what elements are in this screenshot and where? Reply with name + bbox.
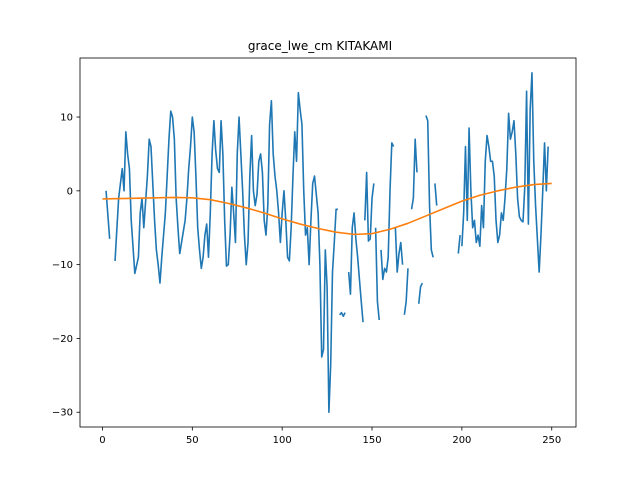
series-1-line-segment bbox=[417, 282, 424, 304]
x-tick-label: 250 bbox=[542, 435, 561, 446]
y-tick-label: 0 bbox=[67, 186, 73, 197]
y-tick-label: −20 bbox=[52, 334, 73, 345]
x-tick-label: 0 bbox=[99, 435, 105, 446]
series-2-line-segment bbox=[102, 182, 552, 236]
series-1-line-segment bbox=[434, 183, 438, 206]
series-1-line-segment bbox=[114, 91, 338, 414]
plot-frame bbox=[79, 57, 577, 428]
x-tick-label: 200 bbox=[452, 435, 471, 446]
ticks-layer: 0 50 100 150 200 250 −30 −20 −10 0 10 bbox=[52, 113, 561, 446]
x-tick-label: 50 bbox=[186, 435, 199, 446]
series-1-line-segment bbox=[394, 227, 404, 273]
series-1-line-segment bbox=[461, 71, 549, 273]
y-tick-label: 10 bbox=[60, 113, 73, 124]
series-1-line-segment bbox=[457, 235, 461, 254]
x-tick-label: 150 bbox=[362, 435, 381, 446]
y-tick-label: −30 bbox=[52, 408, 73, 419]
series-1-line-segment bbox=[425, 115, 434, 258]
series-1-line-segment bbox=[347, 212, 364, 323]
chart-title: grace_lwe_cm KITAKAMI bbox=[248, 39, 392, 53]
x-tick-label: 100 bbox=[273, 435, 292, 446]
series-layer bbox=[102, 71, 552, 414]
series-1-line-segment bbox=[410, 138, 418, 210]
series-1-line-segment bbox=[364, 171, 375, 242]
series-1-line-segment bbox=[403, 268, 409, 315]
y-tick-label: −10 bbox=[52, 260, 73, 271]
series-1-line-segment bbox=[380, 142, 395, 281]
series-1-line-segment bbox=[339, 311, 346, 318]
series-1-line-segment bbox=[374, 227, 381, 321]
